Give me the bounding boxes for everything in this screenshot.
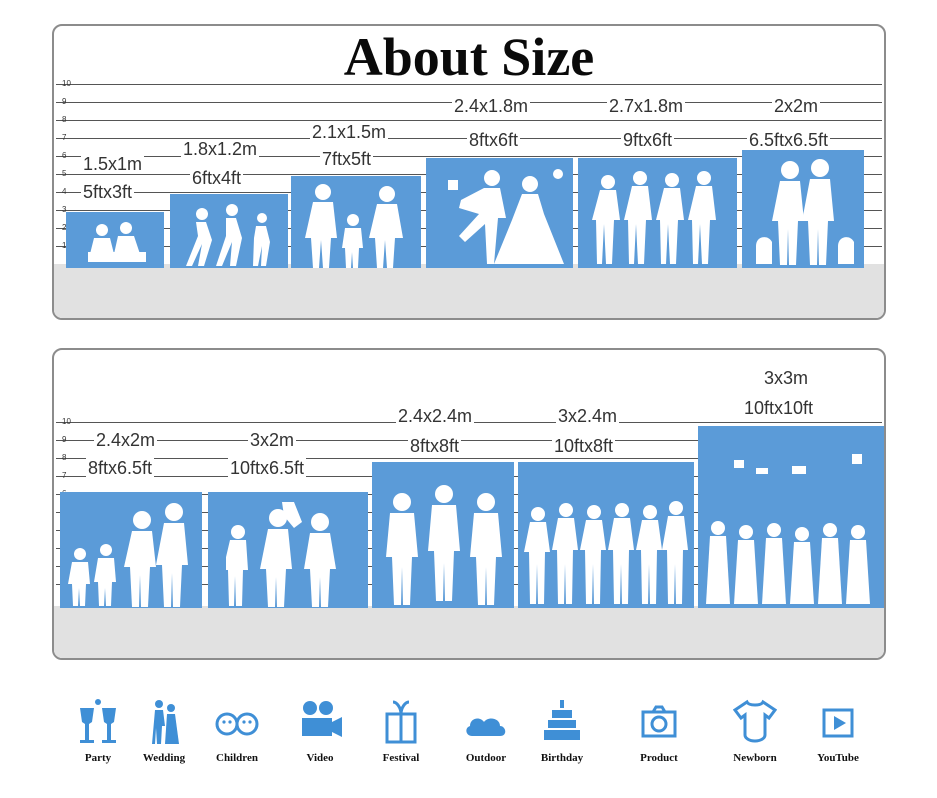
ruler-gridline [56,120,882,121]
size-label-imperial: 7ftx5ft [320,149,374,169]
gift-box-icon [385,700,417,744]
children-faces-icon [215,712,259,736]
usage-label: Outdoor [465,752,507,764]
size-label-imperial: 10ftx6.5ft [228,458,307,478]
size-label-imperial: 5ftx3ft [81,182,135,202]
ruler-tick: 1 [62,241,67,250]
cloud-icon [466,718,506,736]
group-of-friends-silhouette [522,498,690,608]
usage-label: Video [306,752,334,764]
usage-video: Video [280,698,360,764]
wedding-couple-silhouette [430,164,570,268]
ruler-tick: 2 [62,223,67,232]
usage-wedding: Wedding [124,698,204,764]
ruler-tick: 8 [62,453,67,462]
ruler-tick: 9 [62,435,67,444]
backdrop-block [518,462,694,608]
backdrop-block [742,150,864,268]
size-label-imperial: 6.5ftx6.5ft [747,130,831,150]
size-label-metric: 2x2m [772,96,821,116]
cocktail-glasses-icon [80,699,116,743]
backdrop-block [372,462,514,608]
backdrop-block [426,158,573,268]
ruler-tick: 4 [62,187,67,196]
usage-label: YouTube [817,752,859,764]
size-label-imperial: 8ftx6ft [467,130,521,150]
family-silhouette [301,180,411,268]
three-men-silhouette [382,478,508,608]
backdrop-block [170,194,288,268]
backdrop-block [698,426,884,608]
usage-label: Product [640,752,678,764]
backdrop-block [578,158,737,268]
family-of-four-silhouette [66,498,196,608]
baby-onesie-icon [733,699,777,743]
ruler-tick: 7 [62,133,67,142]
usage-label: Festival [382,752,420,764]
ruler-gridline [56,458,882,459]
backdrop-block [291,176,421,268]
usage-newborn: Newborn [715,698,795,764]
usage-label: Party [84,752,112,764]
backdrop-block [66,212,164,268]
play-button-icon [822,708,854,738]
size-label-metric: 2.4x2m [94,430,158,450]
usage-outdoor: Outdoor [446,698,526,764]
size-label-metric: 2.7x1.8m [607,96,686,116]
usage-youtube: YouTube [798,698,878,764]
ruler-tick: 8 [62,115,67,124]
page-title: About Size [343,27,595,87]
photo-camera-icon [641,705,677,738]
usage-label: Birthday [540,752,584,764]
ruler-tick: 3 [62,205,67,214]
size-label-imperial: 10ftx10ft [742,398,816,418]
wedding-couple-icon [152,700,179,744]
video-camera-icon [302,701,342,737]
floor [54,264,884,318]
size-label-metric: 2.4x1.8m [452,96,531,116]
ruler-tick: 6 [62,151,67,160]
family-with-child-silhouette [226,496,346,608]
birthday-cake-icon [544,700,580,740]
ruler-tick: 7 [62,471,67,480]
ruler-tick: 9 [62,97,67,106]
size-label-metric: 2.4x2.4m [396,406,475,426]
children-reading-silhouette [86,218,146,268]
ruler-tick: 10 [62,79,71,88]
usage-label: Children [216,752,258,764]
ruler-tick: 5 [62,169,67,178]
usage-birthday: Birthday [522,698,602,764]
usage-label: Newborn [733,752,777,764]
usage-children: Children [197,698,277,764]
size-label-imperial: 8ftx8ft [408,436,462,456]
size-label-imperial: 9ftx6ft [621,130,675,150]
size-label-metric: 1.8x1.2m [181,139,260,159]
size-label-metric: 1.5x1m [81,154,145,174]
backdrop-block [208,492,368,608]
usage-party: Party [58,698,138,764]
usage-festival: Festival [361,698,441,764]
size-label-metric: 2.1x1.5m [310,122,389,142]
usage-product: Product [619,698,699,764]
size-label-imperial: 10ftx8ft [552,436,616,456]
floor [54,606,884,658]
backdrop-block [60,492,202,608]
ruler-gridline [56,84,882,85]
couple-with-dogs-silhouette [750,156,860,268]
ruler-tick: 10 [62,417,71,426]
size-label-metric: 3x3m [762,368,811,388]
size-label-metric: 3x2m [248,430,297,450]
size-label-metric: 3x2.4m [556,406,620,426]
children-running-silhouette [182,204,278,268]
graduation-group-silhouette [704,432,880,608]
ruler-gridline [56,440,882,441]
size-panel-top: About Size 10 9 8 7 6 5 4 3 2 1 1.5x1m 5ftx3ft 1.… [52,24,886,320]
size-label-imperial: 6ftx4ft [190,168,244,188]
group-of-women-silhouette [592,164,724,268]
size-label-imperial: 8ftx6.5ft [86,458,155,478]
usage-label: Wedding [142,752,186,764]
ruler-gridline [56,156,882,157]
